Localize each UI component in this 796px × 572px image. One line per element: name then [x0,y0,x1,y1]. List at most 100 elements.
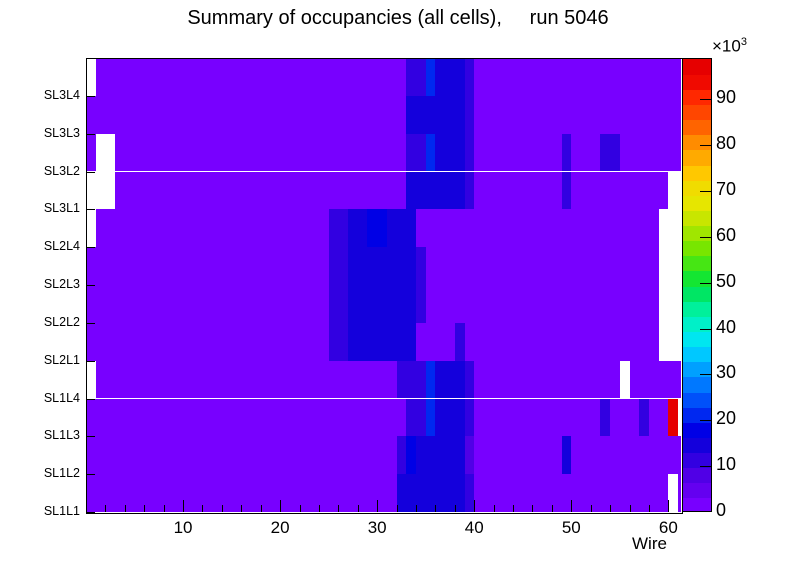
heatmap-cell [435,171,465,210]
x-axis-minor-tick [260,505,262,512]
heatmap-cell [328,322,349,361]
color-scale-tick-label: 70 [716,178,737,199]
x-axis-minor-tick [590,505,592,512]
heatmap-cell [348,247,368,285]
heatmap-cell [86,95,407,134]
color-scale-segment [683,164,711,181]
heatmap-cell [464,171,475,210]
heatmap-cell [619,133,681,172]
heatmap-cell [658,247,681,285]
heatmap-cell [435,360,465,399]
x-axis-minor-tick [610,505,612,512]
color-scale-segment [683,482,711,499]
heatmap-cell [416,436,436,475]
heatmap-cell [561,171,572,210]
heatmap-cell [474,171,562,210]
heatmap-cell [367,209,387,248]
heatmap-cell [474,133,562,172]
color-scale-segment [683,422,711,438]
y-axis-label-sl3l3: SL3L3 [43,125,80,140]
heatmap-cell [454,322,465,361]
heatmap-cell [474,360,681,399]
heatmap-cell [425,360,436,399]
color-scale-tick [700,190,711,192]
x-axis-minor-tick [299,505,301,512]
heatmap-cell [406,436,416,475]
heatmap-cell [406,171,436,210]
heatmap-cell [610,398,640,437]
y-axis-label-sl1l3: SL1L3 [43,428,80,443]
color-scale-tick [700,99,711,101]
heatmap-cell [658,322,681,361]
heatmap-cell [435,474,465,512]
color-scale-segment [683,104,711,121]
heatmap-cell [386,322,416,361]
x-axis-minor-tick [551,505,553,512]
heatmap-cell [396,436,407,475]
x-axis-minor-tick [435,505,437,512]
x-axis-tick-label: 20 [270,518,290,537]
heatmap-cell [464,436,475,475]
heatmap-cell [86,133,96,172]
heatmap-cell [668,171,681,210]
x-axis-tick-label: 30 [367,518,387,537]
heatmap-cell [95,171,116,210]
x-axis-minor-tick [396,505,398,512]
x-axis-major-tick [474,500,476,512]
heatmap-cell [328,285,349,323]
heatmap-cell [561,436,572,475]
heatmap-cell [406,398,426,437]
x-axis-minor-tick [648,505,650,512]
heatmap-cell [367,247,387,285]
x-axis-tick-label: 10 [173,518,193,537]
heatmap-cell [328,209,349,248]
color-scale-tick-label: 50 [716,270,737,291]
heatmap-cell [464,58,475,96]
color-scale-segment [683,270,711,287]
x-axis-minor-tick [105,505,107,512]
x-axis-tick-label: 40 [464,518,484,537]
heatmap-cell [571,171,681,210]
heatmap-cell [416,209,475,248]
y-axis-label-sl2l1: SL2L1 [43,352,80,367]
heatmap-cell [464,95,475,134]
y-axis-tick [86,474,95,476]
color-scale-segment [683,74,711,90]
x-axis-minor-tick [493,505,495,512]
x-axis-major-tick [377,500,379,512]
x-axis-minor-tick [144,505,146,512]
y-axis-tick [86,360,95,362]
x-axis-major-tick [183,500,185,512]
heatmap-cell [678,474,681,512]
heatmap-cell [425,247,681,285]
color-scale-tick-label: 80 [716,133,737,154]
x-axis-minor-tick [338,505,340,512]
heatmap-cell [86,209,96,248]
heatmap-cell [571,436,681,475]
color-scale-bar[interactable] [682,58,712,512]
heatmap-cell [425,398,436,437]
heatmap-cell [600,398,611,437]
heatmap-cell [571,133,601,172]
x-axis-tick-label: 60 [658,518,678,537]
heatmap-cell [86,436,397,475]
x-axis-minor-tick [532,505,534,512]
heatmap-plot-area[interactable] [86,58,681,512]
x-axis-title: Wire [632,534,667,553]
heatmap-cells [86,58,681,512]
heatmap-cell [668,398,679,437]
y-axis-tick [86,322,95,324]
color-scale-tick-label: 0 [716,500,727,520]
page-title: Summary of occupancies (all cells), run … [187,7,609,29]
x-axis-minor-tick [513,505,515,512]
y-axis-tick [86,398,95,400]
heatmap-cell [416,285,426,323]
heatmap-cell [115,171,407,210]
heatmap-cell [367,322,387,361]
color-scale-tick [700,328,711,330]
heatmap-cell [425,285,681,323]
color-scale-segment [683,225,711,242]
color-scale-segment [683,437,711,454]
color-scale-segment [683,240,711,257]
